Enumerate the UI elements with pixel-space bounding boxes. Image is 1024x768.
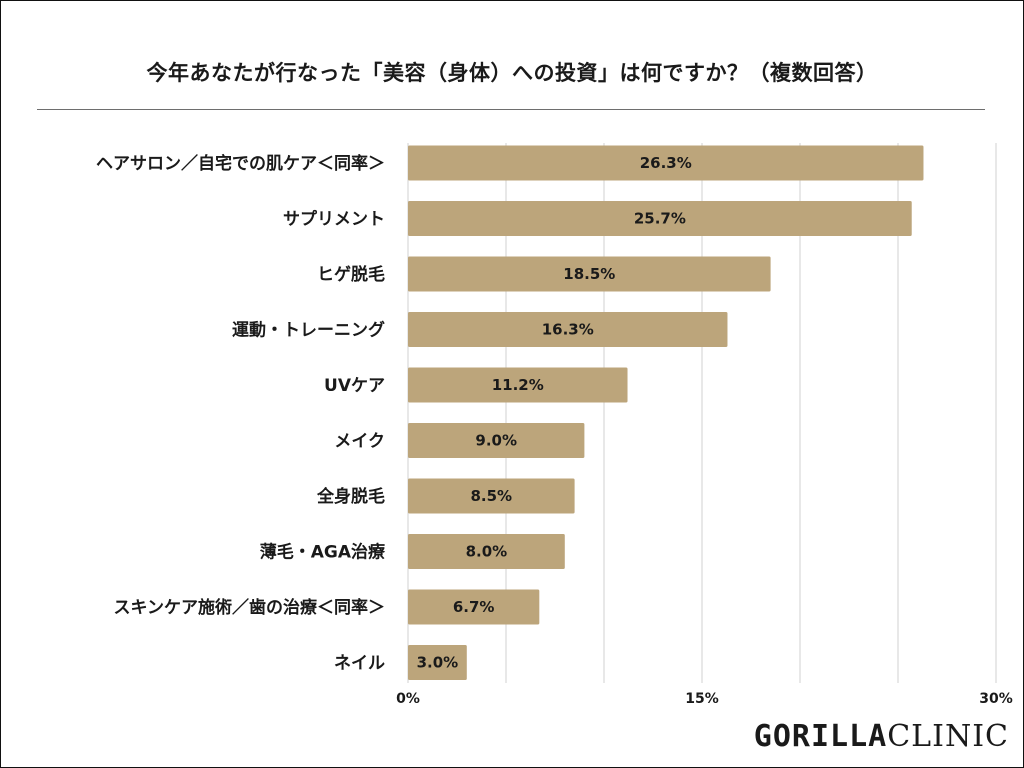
brand-logo-bold: GORILLA (753, 719, 888, 754)
bar-2 (408, 256, 771, 292)
title-divider (37, 109, 985, 110)
x-tick-label-1: 15% (685, 691, 719, 707)
bar-4 (408, 367, 628, 403)
bar-value-label-4: 11.2% (492, 376, 544, 394)
category-label-9: ネイル (334, 654, 385, 674)
bar-value-label-1: 25.7% (634, 210, 686, 228)
bar-7 (408, 534, 565, 569)
bar-value-label-6: 8.5% (470, 487, 512, 505)
category-label-7: 薄毛・AGA治療 (260, 542, 386, 563)
category-label-0: ヘアサロン／自宅での肌ケア＜同率＞ (96, 153, 385, 174)
bar-value-label-9: 3.0% (417, 654, 459, 672)
category-label-8: スキンケア施術／歯の治療＜同率＞ (114, 597, 386, 618)
brand-logo: GORILLACLINIC (754, 719, 1009, 754)
bar-value-label-2: 18.5% (563, 265, 615, 283)
x-tick-label-2: 30% (979, 691, 1013, 707)
bar-5 (408, 423, 585, 458)
category-label-2: ヒゲ脱毛 (317, 264, 385, 285)
bar-8 (408, 589, 540, 625)
category-label-1: サプリメント (283, 209, 385, 230)
bar-value-label-0: 26.3% (640, 154, 692, 172)
category-label-3: 運動・トレーニング (232, 320, 385, 341)
bar-6 (408, 478, 575, 514)
bar-value-label-5: 9.0% (475, 432, 517, 450)
bar-value-label-8: 6.7% (453, 598, 495, 616)
category-label-6: 全身脱毛 (316, 486, 385, 507)
category-label-4: UVケア (324, 376, 385, 396)
chart-title: 今年あなたが行なった「美容（身体）への投資」は何ですか？（複数回答） (146, 61, 878, 85)
category-label-5: メイク (334, 432, 385, 452)
bar-0 (408, 145, 924, 181)
brand-logo-light: CLINIC (887, 719, 1009, 754)
bar-value-label-7: 8.0% (466, 543, 508, 561)
bar-9 (408, 645, 467, 680)
x-tick-label-0: 0% (396, 691, 420, 707)
bar-value-label-3: 16.3% (542, 321, 594, 339)
bar-1 (408, 201, 912, 236)
bar-3 (408, 312, 728, 347)
